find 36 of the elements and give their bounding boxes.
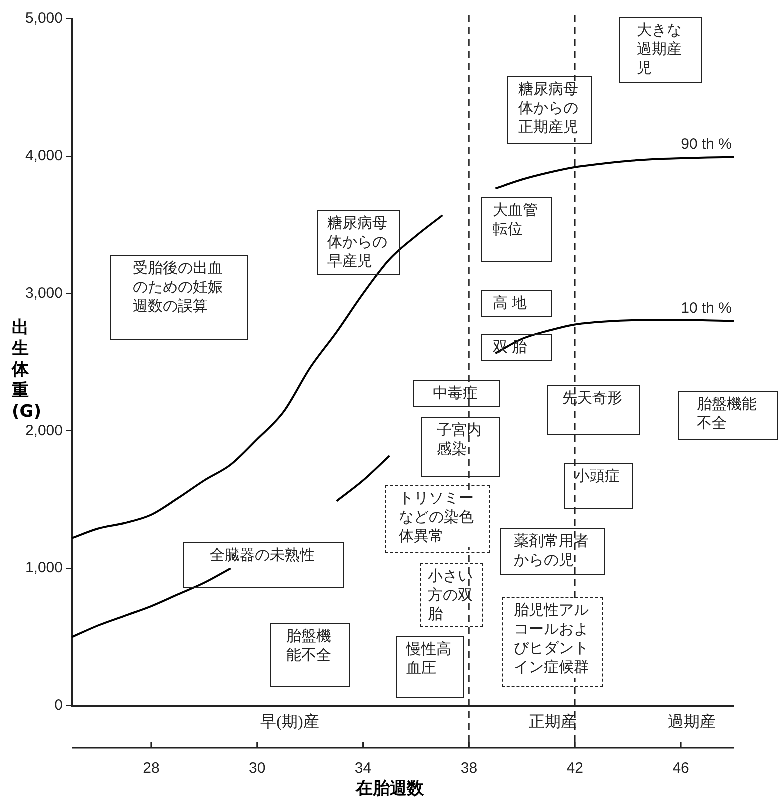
annotation: 全臓器の未熟性: [210, 547, 316, 566]
annotation: 受胎後の出血のための妊娠週数の誤算: [133, 260, 224, 317]
y-axis-title: 出生体重(G): [12, 318, 42, 423]
annotation: 胎盤機能不全: [697, 396, 758, 434]
annotation: 大血管転位: [493, 202, 539, 240]
text: 過期産: [668, 712, 716, 733]
x-tick-label: 46: [672, 760, 690, 778]
annotation: トリソミーなどの染色体異常: [399, 490, 476, 547]
text: 早(期)産: [260, 712, 320, 733]
x-tick-label: 30: [249, 760, 266, 778]
y-tick-label: 3,000: [25, 284, 63, 302]
y-tick-label: 0: [54, 697, 63, 714]
x-tick-label: 34: [354, 760, 372, 778]
y-tick-label: 1,000: [25, 560, 63, 577]
series-label: 90 th %: [681, 136, 732, 153]
y-tick-label: 4,000: [25, 148, 63, 165]
annotation: 糖尿病母体からの正期産児: [518, 81, 580, 138]
annotation: 小頭症: [575, 468, 621, 487]
y-tick-label: 5,000: [25, 10, 63, 28]
annotation: 中毒症: [433, 385, 479, 404]
annotation: 小さい方の双胎: [428, 568, 474, 625]
x-axis-title: 在胎週数: [354, 778, 425, 800]
x-tick-label: 42: [566, 760, 584, 778]
annotation: 胎盤機能不全: [286, 628, 332, 666]
annotation: 胎児性アルコールおよびヒダントイン症候群: [514, 602, 591, 678]
annotation: 大きな過期産児: [637, 22, 683, 79]
x-tick-label: 38: [460, 760, 478, 778]
annotation: 慢性高血圧: [406, 641, 452, 679]
x-tick-label: 28: [143, 760, 160, 778]
text: 正期産: [529, 712, 577, 733]
annotation: 糖尿病母体からの早産児: [328, 215, 388, 272]
series-label: 10 th %: [681, 300, 732, 317]
y-tick-label: 2,000: [25, 422, 63, 440]
annotation: 先天奇形: [562, 390, 624, 409]
annotation: 薬剤常用者からの児: [514, 533, 590, 571]
annotation: 高 地: [493, 295, 528, 314]
